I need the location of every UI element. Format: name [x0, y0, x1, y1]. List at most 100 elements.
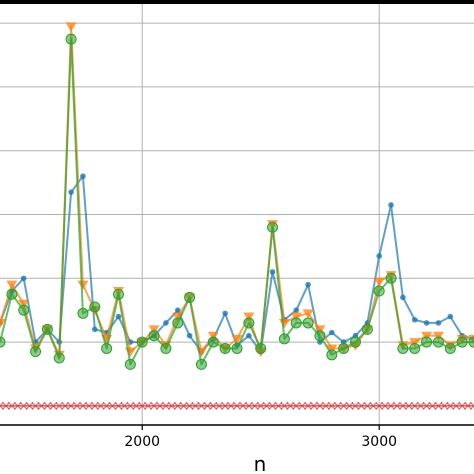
data-point: [144, 401, 153, 410]
data-point: [90, 401, 99, 410]
data-point: [148, 325, 160, 335]
data-point: [186, 332, 193, 339]
data-point: [80, 173, 86, 180]
data-point: [435, 320, 442, 326]
data-point: [410, 401, 419, 410]
data-point: [0, 318, 6, 329]
data-point: [422, 401, 431, 410]
data-point: [156, 401, 164, 410]
data-point: [136, 336, 148, 348]
data-point: [73, 401, 81, 410]
data-point: [19, 401, 28, 410]
data-point: [78, 401, 87, 410]
data-point: [0, 401, 4, 410]
data-point: [174, 307, 181, 313]
data-point: [246, 332, 252, 339]
data-point: [432, 336, 444, 348]
data-point: [310, 401, 318, 410]
data-point: [345, 401, 354, 410]
data-point: [18, 304, 30, 316]
data-point: [470, 401, 474, 410]
x-tick-label: 2000: [124, 434, 160, 450]
data-point: [138, 401, 147, 410]
data-point: [101, 342, 113, 354]
data-point: [302, 309, 314, 319]
data-point: [338, 342, 350, 354]
data-point: [13, 401, 22, 410]
data-point: [209, 401, 218, 410]
data-point: [61, 401, 70, 410]
data-point: [25, 401, 34, 410]
data-point: [256, 401, 265, 410]
data-point: [163, 320, 169, 326]
data-series: [0, 22, 474, 410]
data-point: [114, 401, 123, 410]
data-point: [191, 401, 200, 410]
data-point: [227, 401, 236, 410]
data-point: [77, 307, 89, 319]
data-point: [421, 331, 433, 342]
data-point: [278, 333, 290, 345]
data-point: [167, 401, 176, 410]
data-point: [375, 401, 384, 410]
data-point: [161, 401, 170, 410]
data-point: [65, 33, 77, 45]
x-axis-label: n: [254, 452, 267, 474]
data-point: [207, 336, 219, 348]
data-point: [115, 313, 122, 320]
data-point: [452, 401, 461, 410]
data-point: [409, 342, 421, 354]
data-point: [373, 277, 385, 287]
data-point: [456, 336, 468, 348]
data-point: [65, 22, 77, 32]
data-point: [207, 331, 219, 342]
data-point: [351, 401, 360, 410]
x-tick-labels: 2000 3000: [124, 434, 397, 450]
data-point: [314, 330, 326, 342]
data-point: [96, 401, 105, 410]
data-point: [53, 352, 65, 364]
data-point: [20, 275, 27, 282]
data-point: [444, 342, 456, 354]
data-point: [6, 288, 18, 300]
data-point: [387, 401, 396, 410]
data-point: [428, 401, 437, 410]
data-point: [397, 342, 409, 354]
data-point: [43, 401, 52, 410]
data-point: [179, 401, 188, 410]
data-point: [464, 401, 473, 410]
data-point: [124, 358, 136, 370]
data-point: [233, 401, 241, 410]
data-point: [385, 272, 397, 284]
data-point: [102, 401, 111, 410]
data-point: [92, 326, 98, 333]
data-point: [398, 401, 407, 410]
data-point: [440, 401, 449, 410]
data-point: [416, 401, 425, 410]
data-point: [292, 401, 301, 410]
data-point: [150, 401, 159, 410]
data-point: [432, 331, 444, 342]
data-point: [447, 313, 454, 320]
data-point: [423, 320, 430, 326]
data-point: [231, 342, 243, 354]
data-point: [293, 307, 300, 313]
data-point: [195, 358, 207, 370]
data-point: [286, 401, 295, 410]
data-point: [411, 316, 418, 323]
data-point: [231, 334, 243, 345]
data-point: [126, 401, 135, 410]
data-point: [1, 401, 10, 410]
data-point: [6, 280, 18, 291]
data-point: [314, 325, 326, 335]
data-point: [305, 281, 311, 288]
data-point: [434, 401, 443, 410]
data-point: [244, 401, 253, 410]
data-point: [274, 401, 283, 410]
data-point: [458, 401, 467, 410]
data-point: [446, 401, 455, 410]
data-point: [468, 336, 474, 348]
data-point: [238, 401, 247, 410]
